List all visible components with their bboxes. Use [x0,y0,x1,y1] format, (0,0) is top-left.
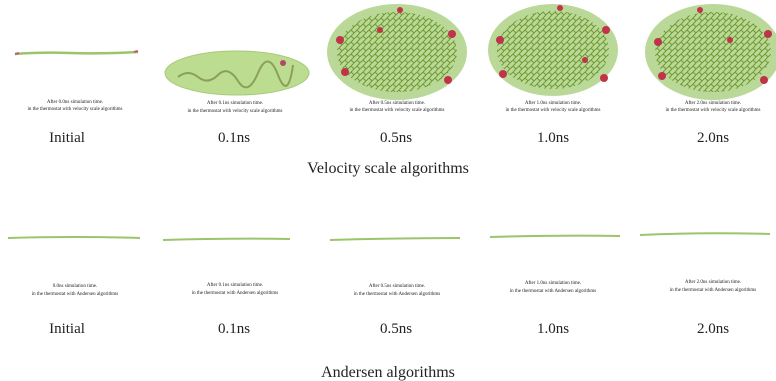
caption: After 0.1ns simulation time. [207,283,263,288]
caption: After 1.0ns simulation time. [525,101,581,106]
panel-label: Initial [49,321,85,337]
panel-label: 2.0ns [697,321,729,337]
caption: in the thermostat with Andersen algorith… [192,291,279,296]
panel-label: 0.5ns [380,130,412,146]
caption: in the thermostat with Andersen algorith… [32,292,119,297]
panel-label: 2.0ns [697,130,729,146]
panel-label: 0.1ns [218,130,250,146]
caption: After 2.0ns simulation time. [685,280,741,285]
caption: After 2.0ns simulation time. [685,101,741,106]
panel-label: Initial [49,130,85,146]
caption: After 0.0ns simulation time. [47,100,103,105]
caption: After 0.1ns simulation time. [207,101,263,106]
panel-label: 1.0ns [537,321,569,337]
row-caption: Andersen algorithms [321,364,455,381]
molecule-image [8,233,770,240]
caption: in the thermostat with velocity scale al… [506,108,601,113]
molecule-image [15,51,138,54]
panel-label: 1.0ns [537,130,569,146]
caption: in the thermostat with velocity scale al… [666,108,761,113]
caption: in the thermostat with velocity scale al… [350,108,445,113]
molecule-image [488,4,618,96]
figure: After 0.0ns simulation time. in the ther… [0,0,776,381]
caption: in the thermostat with Andersen algorith… [670,288,757,293]
row-caption: Velocity scale algorithms [307,160,469,177]
caption: After 0.5ns simulation time. [369,101,425,106]
caption: in the thermostat with velocity scale al… [188,109,283,114]
caption: in the thermostat with Andersen algorith… [510,289,597,294]
caption: After 0.5ns simulation time. [369,284,425,289]
caption: in the thermostat with velocity scale al… [28,107,123,112]
molecule-image [327,4,467,100]
caption: in the thermostat with Andersen algorith… [354,292,441,297]
panel-label: 0.1ns [218,321,250,337]
caption: 0.0ns simulation time. [53,284,97,289]
molecule-image [165,51,309,95]
caption: After 1.0ns simulation time. [525,281,581,286]
molecule-image [645,4,776,100]
panel-label: 0.5ns [380,321,412,337]
